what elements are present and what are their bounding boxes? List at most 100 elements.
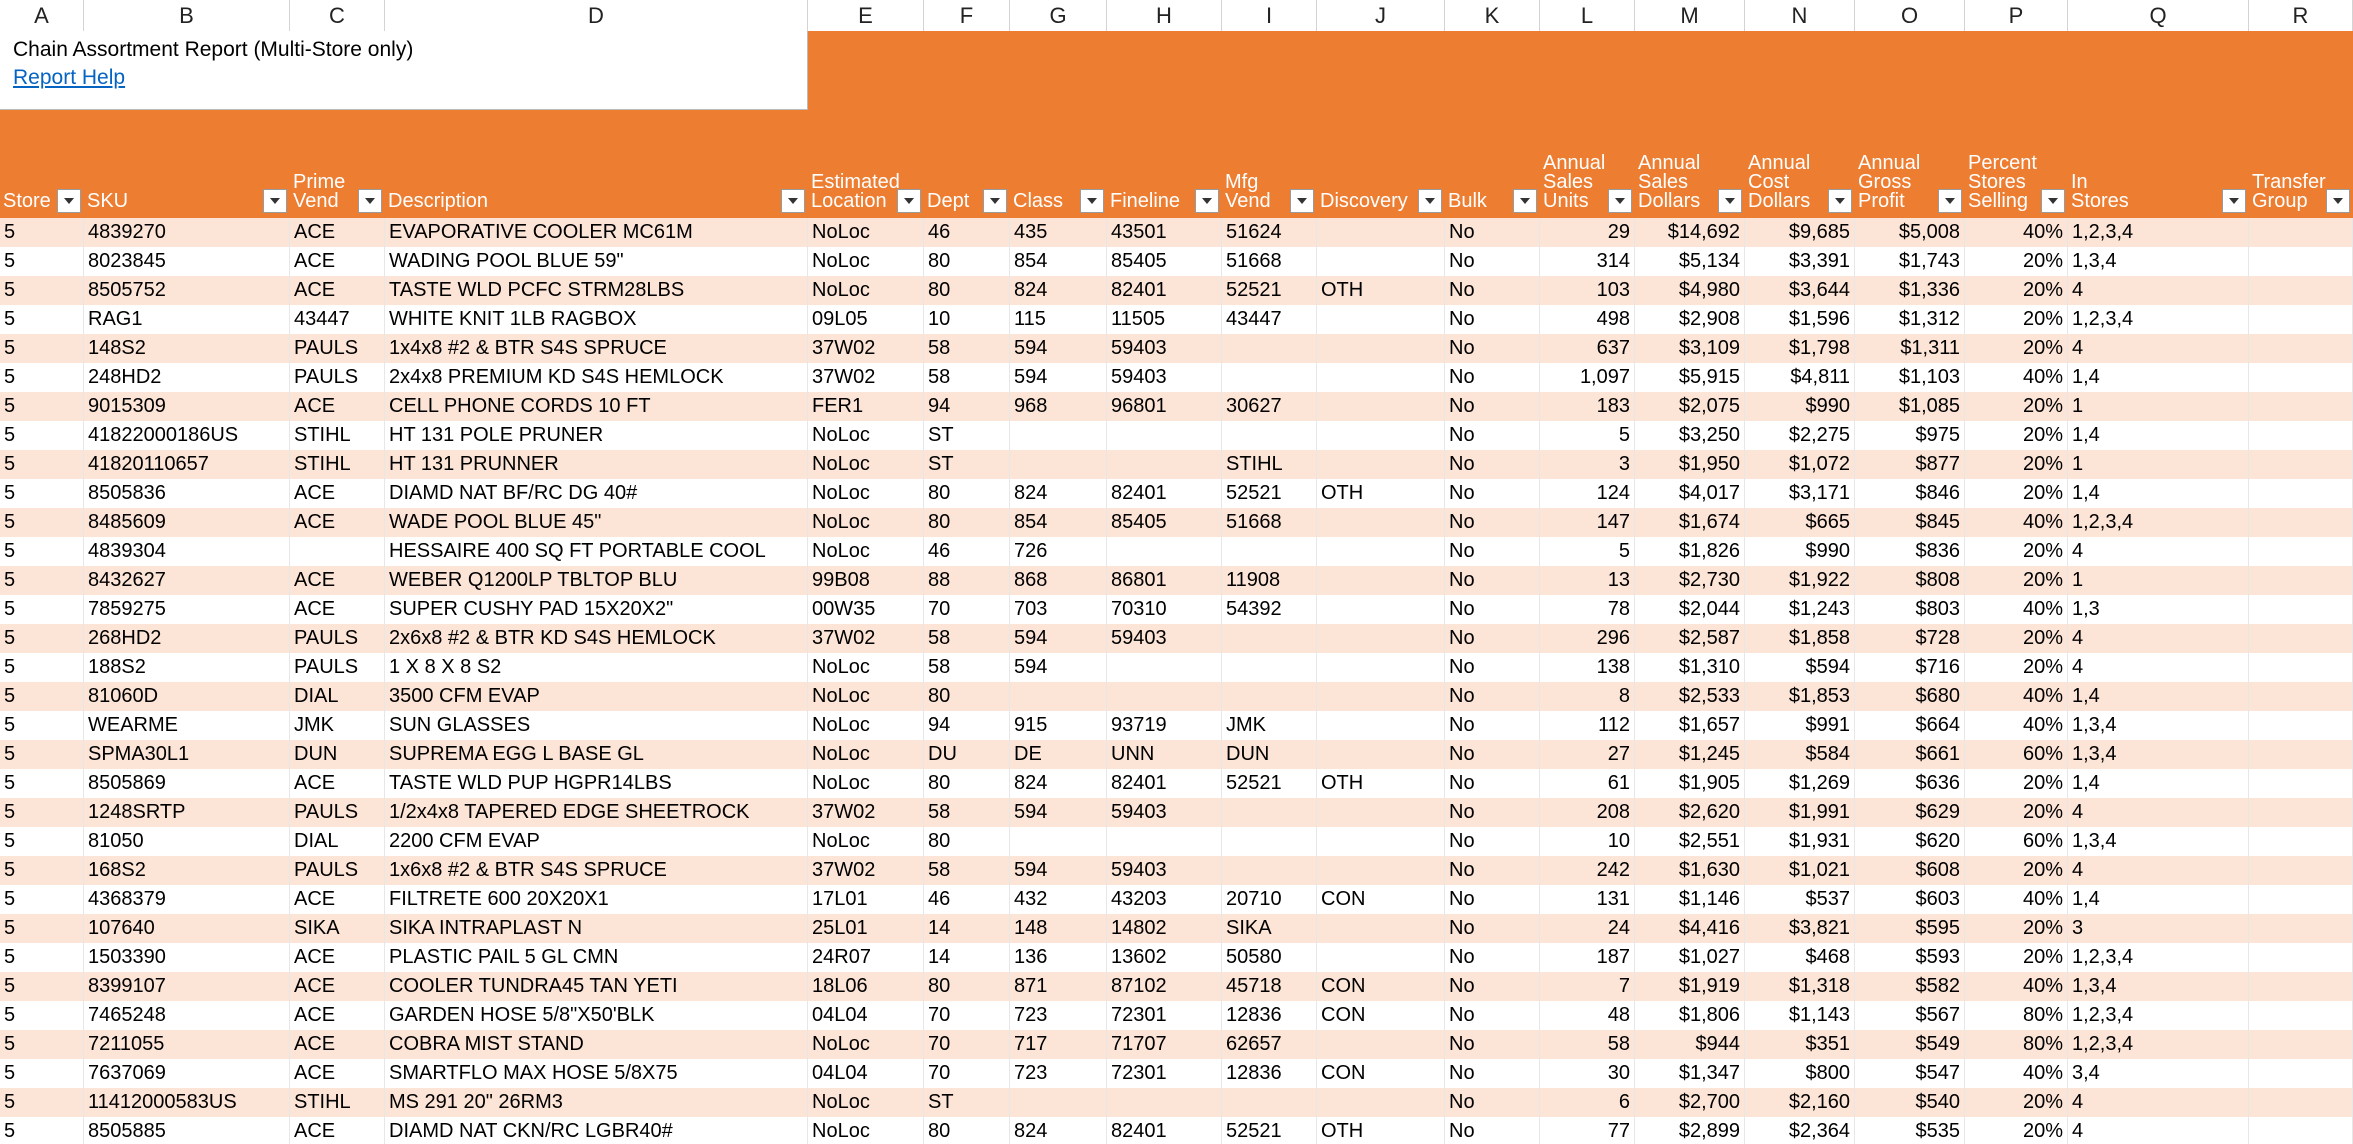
cell-sku[interactable]: 268HD2 [84, 624, 290, 653]
cell-mfg-vend[interactable]: 51668 [1222, 247, 1317, 276]
cell-prime-vend[interactable]: 43447 [290, 305, 385, 334]
cell-prime-vend[interactable]: DIAL [290, 827, 385, 856]
cell-dept[interactable]: 80 [924, 276, 1010, 305]
cell-sku[interactable]: 4368379 [84, 885, 290, 914]
cell-annual-sales-units[interactable]: 58 [1540, 1030, 1635, 1059]
cell-prime-vend[interactable]: ACE [290, 508, 385, 537]
cell-percent-stores-selling[interactable]: 60% [1965, 740, 2068, 769]
cell-fineline[interactable]: 59403 [1107, 856, 1222, 885]
cell-mfg-vend[interactable]: 51668 [1222, 508, 1317, 537]
cell-store[interactable]: 5 [0, 653, 84, 682]
cell-store[interactable]: 5 [0, 247, 84, 276]
cell-annual-cost-dollars[interactable]: $2,160 [1745, 1088, 1855, 1117]
cell-dept[interactable]: 58 [924, 856, 1010, 885]
cell-annual-sales-units[interactable]: 208 [1540, 798, 1635, 827]
cell-store[interactable]: 5 [0, 769, 84, 798]
cell-mfg-vend[interactable]: 30627 [1222, 392, 1317, 421]
cell-discovery[interactable]: OTH [1317, 479, 1445, 508]
cell-mfg-vend[interactable] [1222, 682, 1317, 711]
cell-mfg-vend[interactable]: 51624 [1222, 218, 1317, 247]
cell-estimated-location[interactable]: 37W02 [808, 624, 924, 653]
cell-transfer-group[interactable] [2249, 1001, 2353, 1030]
cell-discovery[interactable] [1317, 537, 1445, 566]
cell-description[interactable]: 1 X 8 X 8 S2 [385, 653, 808, 682]
cell-prime-vend[interactable]: PAULS [290, 334, 385, 363]
cell-description[interactable]: COOLER TUNDRA45 TAN YETI [385, 972, 808, 1001]
cell-fineline[interactable]: 82401 [1107, 276, 1222, 305]
cell-annual-gross-profit[interactable]: $540 [1855, 1088, 1965, 1117]
cell-annual-cost-dollars[interactable]: $800 [1745, 1059, 1855, 1088]
cell-prime-vend[interactable]: PAULS [290, 363, 385, 392]
cell-description[interactable]: SIKA INTRAPLAST N [385, 914, 808, 943]
cell-in-stores[interactable]: 3 [2068, 914, 2249, 943]
cell-annual-gross-profit[interactable]: $680 [1855, 682, 1965, 711]
cell-class[interactable]: 594 [1010, 856, 1107, 885]
cell-discovery[interactable] [1317, 740, 1445, 769]
cell-transfer-group[interactable] [2249, 943, 2353, 972]
cell-prime-vend[interactable]: DUN [290, 740, 385, 769]
cell-bulk[interactable]: No [1445, 566, 1540, 595]
cell-store[interactable]: 5 [0, 682, 84, 711]
cell-annual-sales-units[interactable]: 314 [1540, 247, 1635, 276]
cell-annual-cost-dollars[interactable]: $537 [1745, 885, 1855, 914]
cell-in-stores[interactable]: 1,3,4 [2068, 711, 2249, 740]
cell-bulk[interactable]: No [1445, 914, 1540, 943]
column-letter-c[interactable]: C [290, 0, 385, 31]
cell-dept[interactable]: 70 [924, 1001, 1010, 1030]
cell-estimated-location[interactable]: 25L01 [808, 914, 924, 943]
cell-class[interactable] [1010, 450, 1107, 479]
cell-class[interactable]: 594 [1010, 334, 1107, 363]
cell-description[interactable]: SMARTFLO MAX HOSE 5/8X75 [385, 1059, 808, 1088]
cell-annual-sales-units[interactable]: 6 [1540, 1088, 1635, 1117]
cell-percent-stores-selling[interactable]: 20% [1965, 247, 2068, 276]
cell-description[interactable]: 2200 CFM EVAP [385, 827, 808, 856]
cell-class[interactable] [1010, 827, 1107, 856]
cell-annual-gross-profit[interactable]: $1,312 [1855, 305, 1965, 334]
cell-fineline[interactable]: 72301 [1107, 1059, 1222, 1088]
cell-transfer-group[interactable] [2249, 1088, 2353, 1117]
cell-class[interactable]: 115 [1010, 305, 1107, 334]
cell-transfer-group[interactable] [2249, 624, 2353, 653]
cell-sku[interactable]: 8505836 [84, 479, 290, 508]
cell-class[interactable]: 854 [1010, 247, 1107, 276]
cell-bulk[interactable]: No [1445, 885, 1540, 914]
cell-annual-gross-profit[interactable]: $845 [1855, 508, 1965, 537]
cell-description[interactable]: 1/2x4x8 TAPERED EDGE SHEETROCK [385, 798, 808, 827]
cell-description[interactable]: SUPER CUSHY PAD 15X20X2" [385, 595, 808, 624]
cell-transfer-group[interactable] [2249, 653, 2353, 682]
cell-in-stores[interactable]: 4 [2068, 856, 2249, 885]
cell-annual-sales-units[interactable]: 29 [1540, 218, 1635, 247]
cell-class[interactable]: 868 [1010, 566, 1107, 595]
cell-bulk[interactable]: No [1445, 1001, 1540, 1030]
cell-store[interactable]: 5 [0, 392, 84, 421]
cell-annual-sales-dollars[interactable]: $2,730 [1635, 566, 1745, 595]
cell-fineline[interactable]: 59403 [1107, 334, 1222, 363]
cell-description[interactable]: WADE POOL BLUE 45" [385, 508, 808, 537]
cell-mfg-vend[interactable] [1222, 537, 1317, 566]
cell-in-stores[interactable]: 1,3,4 [2068, 827, 2249, 856]
cell-estimated-location[interactable]: NoLoc [808, 653, 924, 682]
cell-sku[interactable]: 7211055 [84, 1030, 290, 1059]
cell-dept[interactable]: 58 [924, 624, 1010, 653]
cell-sku[interactable]: 8023845 [84, 247, 290, 276]
cell-class[interactable]: 148 [1010, 914, 1107, 943]
cell-store[interactable]: 5 [0, 856, 84, 885]
cell-bulk[interactable]: No [1445, 798, 1540, 827]
cell-estimated-location[interactable]: NoLoc [808, 1117, 924, 1144]
cell-transfer-group[interactable] [2249, 363, 2353, 392]
cell-description[interactable]: DIAMD NAT BF/RC DG 40# [385, 479, 808, 508]
cell-estimated-location[interactable]: 37W02 [808, 363, 924, 392]
cell-sku[interactable]: SPMA30L1 [84, 740, 290, 769]
cell-fineline[interactable] [1107, 1088, 1222, 1117]
cell-discovery[interactable] [1317, 624, 1445, 653]
cell-in-stores[interactable]: 4 [2068, 537, 2249, 566]
cell-dept[interactable]: 10 [924, 305, 1010, 334]
cell-transfer-group[interactable] [2249, 1059, 2353, 1088]
cell-description[interactable]: WADING POOL BLUE 59" [385, 247, 808, 276]
cell-percent-stores-selling[interactable]: 20% [1965, 769, 2068, 798]
cell-annual-cost-dollars[interactable]: $990 [1745, 537, 1855, 566]
cell-annual-gross-profit[interactable]: $608 [1855, 856, 1965, 885]
cell-percent-stores-selling[interactable]: 20% [1965, 479, 2068, 508]
cell-store[interactable]: 5 [0, 305, 84, 334]
cell-bulk[interactable]: No [1445, 1088, 1540, 1117]
